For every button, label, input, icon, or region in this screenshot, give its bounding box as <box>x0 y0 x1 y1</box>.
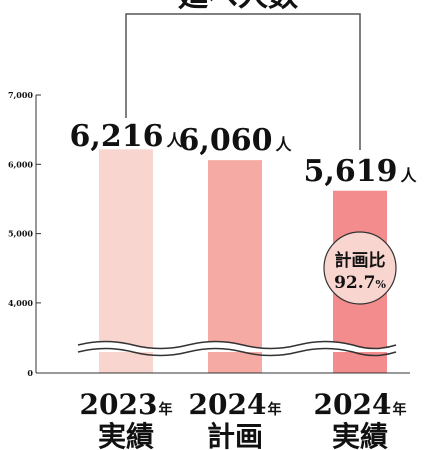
badge-line1: 計画比 <box>335 250 386 271</box>
comparison-bracket <box>125 13 361 150</box>
bar <box>208 160 262 373</box>
chart-title: 延べ人数 <box>177 0 299 14</box>
bar <box>99 149 153 373</box>
category-kind: 計画 <box>207 420 263 450</box>
y-tick-label: 6,000 <box>8 159 33 169</box>
axis-break-line <box>77 347 397 357</box>
category-kind: 実績 <box>98 420 154 450</box>
category-kind: 実績 <box>332 420 388 450</box>
value-label: 5,619 人 <box>304 154 418 189</box>
badge-line2: 92.7% <box>334 273 386 293</box>
axis-break-line <box>77 340 397 350</box>
y-tick-label: 5,000 <box>8 229 33 239</box>
bars-group <box>99 149 387 373</box>
y-tick-label: 0 <box>27 368 33 378</box>
badge-circle <box>323 231 397 305</box>
y-tick-label: 4,000 <box>8 298 33 308</box>
axis-break <box>77 340 397 357</box>
y-tick-label: 7,000 <box>8 90 33 100</box>
category-year: 2023年 <box>80 388 173 421</box>
category-year: 2024年 <box>189 388 282 421</box>
value-label: 6,216 人 <box>70 119 184 154</box>
category-year: 2024年 <box>314 388 407 421</box>
value-labels: 6,216 人6,060 人 5,619 人 <box>70 119 418 189</box>
y-axis-ticks: 7,000 6,000 5,000 4,000 0 <box>8 90 41 378</box>
value-label: 6,060 人 <box>179 123 293 158</box>
